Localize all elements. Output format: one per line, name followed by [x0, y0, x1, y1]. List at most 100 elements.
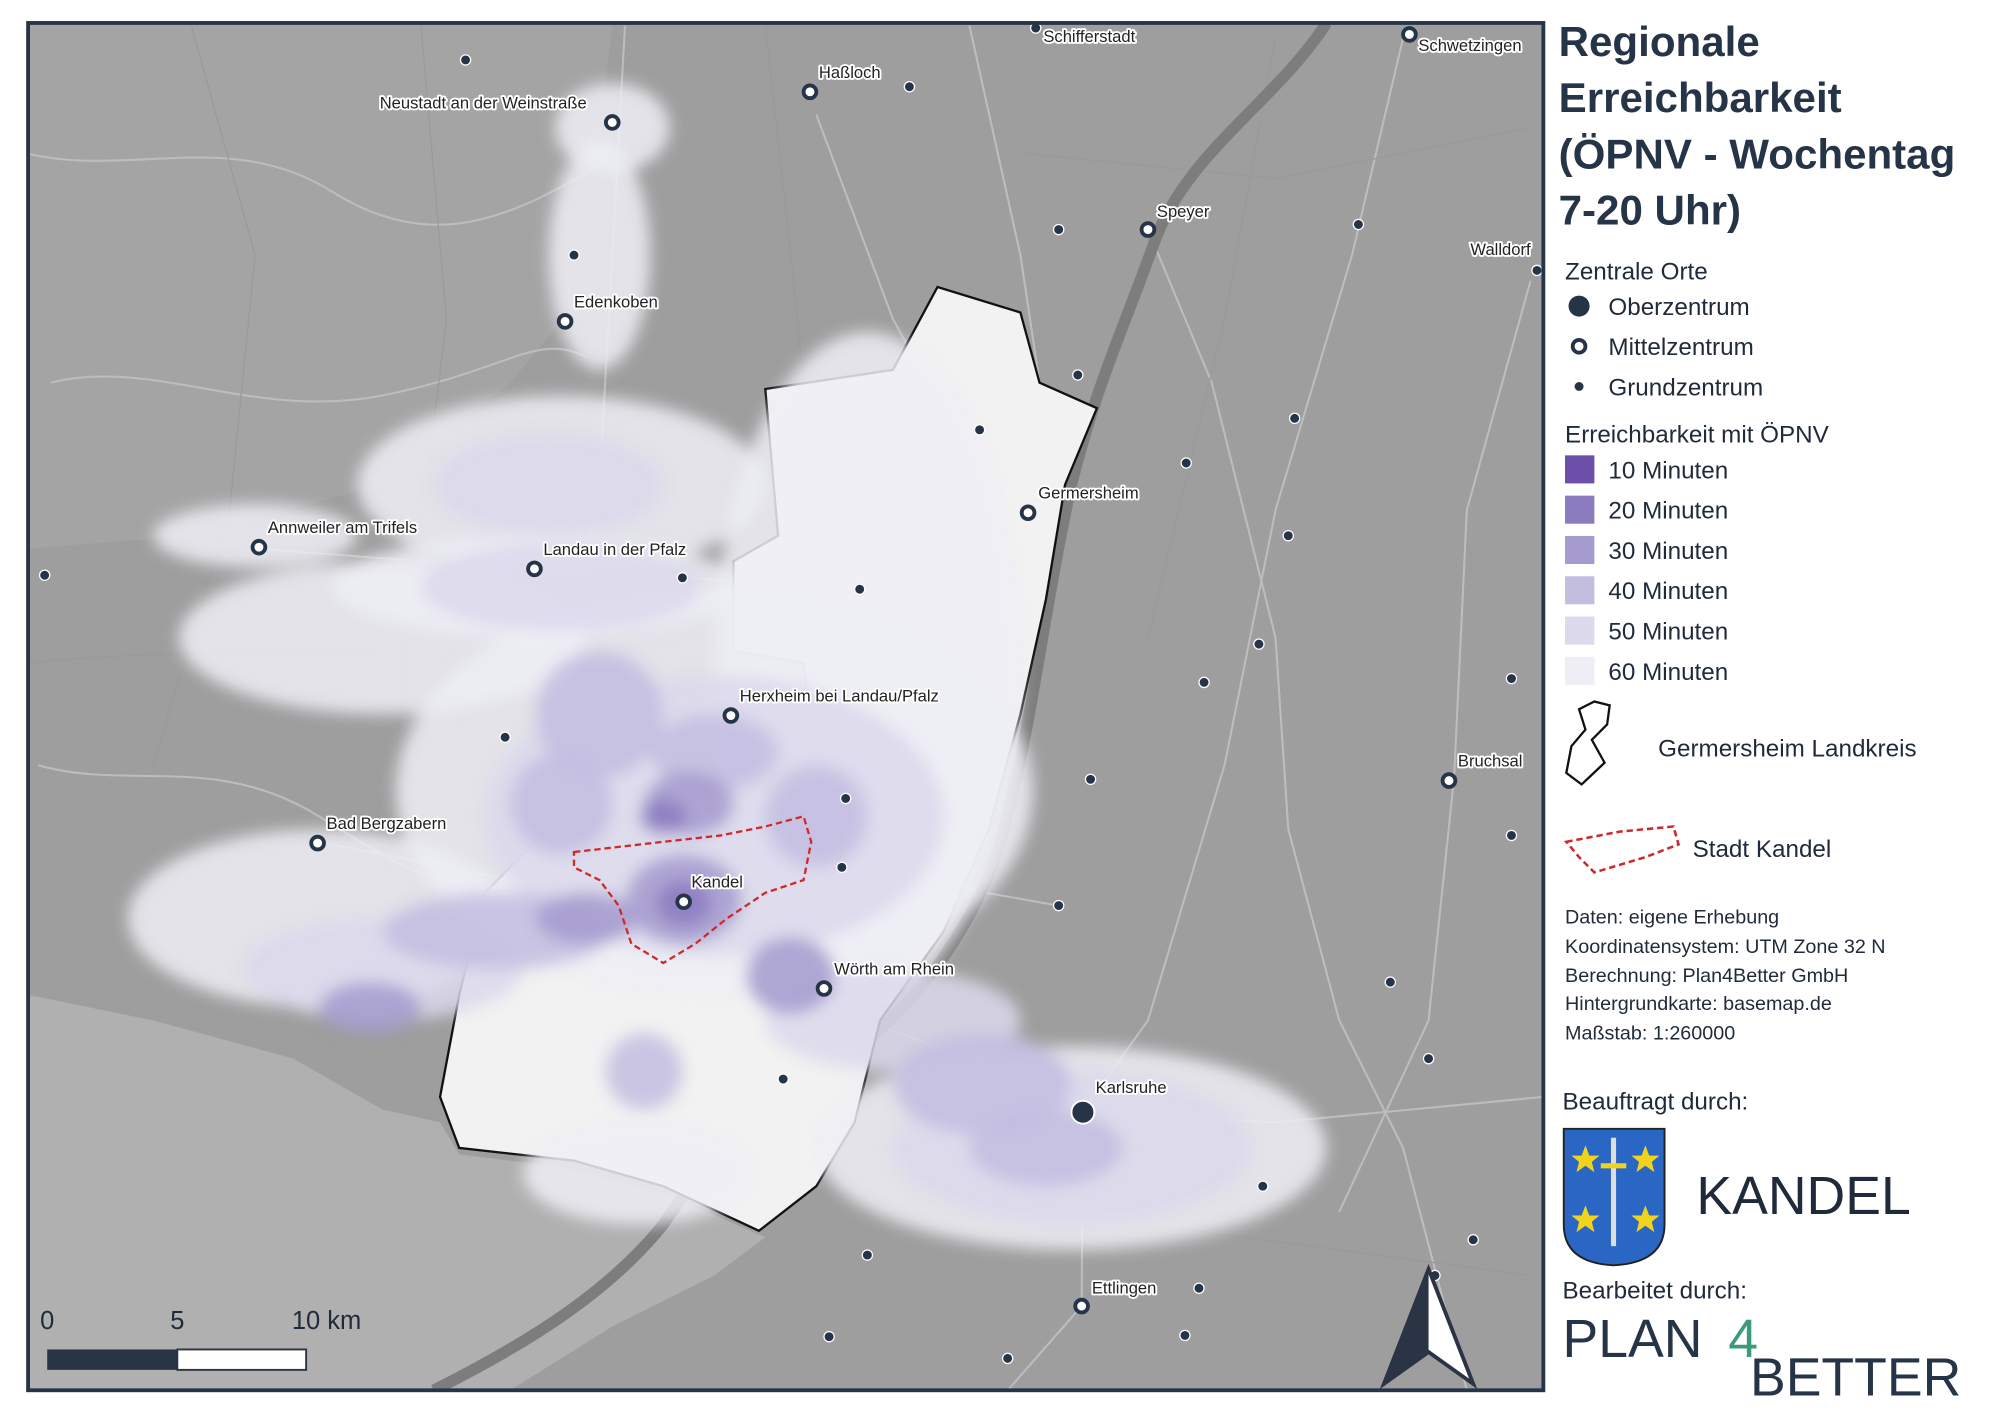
place-label: Annweiler am Trifels	[268, 518, 417, 537]
grundzentrum	[1179, 1329, 1191, 1342]
grundzentrum	[676, 572, 689, 584]
mittelzentrum	[1570, 338, 1588, 355]
place-label: Bad Bergzabern	[327, 814, 447, 833]
isochrone	[535, 892, 638, 944]
scale-bar-segment	[47, 1349, 178, 1370]
mittelzentrum	[722, 707, 740, 724]
mittelzentrum	[815, 980, 833, 997]
isochrone	[746, 937, 836, 1015]
grundzentrum	[1001, 1352, 1014, 1365]
mittelzentrum	[801, 83, 819, 101]
grundzentrum	[1052, 223, 1065, 236]
place-label: Edenkoben	[574, 292, 658, 311]
mittelzentrum	[675, 893, 692, 911]
grundzentrum	[568, 249, 580, 261]
grundzentrum	[499, 731, 511, 743]
credit: Hintergrundkarte: basemap.de	[1565, 993, 1832, 1015]
mittelzentrum	[309, 834, 326, 852]
edited-label: Bearbeitet durch:	[1562, 1277, 1746, 1304]
grundzentrum	[1072, 369, 1084, 381]
isochrone	[153, 503, 358, 568]
grundzentrum	[459, 54, 472, 66]
isochrone	[510, 752, 613, 855]
legend-label: 40 Minuten	[1608, 578, 1728, 605]
grundzentrum	[836, 861, 848, 874]
accessibility-isochrones	[127, 82, 1327, 1250]
scale-label: 0	[40, 1307, 54, 1335]
grundzentrum	[973, 424, 986, 436]
place-label: Bruchsal	[1458, 752, 1523, 771]
legend-heading: Zentrale Orte	[1565, 258, 1708, 285]
mittelzentrum	[1139, 221, 1157, 238]
grundzentrum	[1352, 218, 1365, 231]
grundzentrum	[1257, 1180, 1269, 1192]
mittelzentrum	[1401, 26, 1418, 43]
logo-better: BETTER	[1750, 1348, 1961, 1407]
legend-label: Stadt Kandel	[1693, 836, 1832, 863]
grundzentrum	[1052, 899, 1065, 912]
mittelzentrum	[526, 560, 543, 578]
isochrone	[522, 1122, 753, 1225]
isochrone	[420, 542, 702, 632]
title: Erreichbarkeit	[1559, 74, 1842, 121]
legend-label: Grundzentrum	[1608, 374, 1763, 401]
map-frame	[26, 21, 1546, 1393]
place-label: Karlsruhe	[1096, 1078, 1167, 1097]
grundzentrum	[38, 569, 51, 581]
legend-swatch	[1565, 616, 1595, 645]
isochrone	[650, 714, 779, 791]
grundzentrum	[1467, 1234, 1479, 1246]
scale-bar-segment	[176, 1348, 308, 1371]
legend-kandel-icon	[1563, 825, 1681, 874]
grundzentrum	[1505, 829, 1518, 842]
isochrone	[535, 650, 664, 779]
commissioned-label: Beauftragt durch:	[1562, 1089, 1748, 1116]
isochrone	[318, 982, 421, 1034]
title: (ÖPNV - Wochentag	[1559, 130, 1956, 177]
place-label: Herxheim bei Landau/Pfalz	[740, 687, 939, 706]
mittelzentrum	[1073, 1297, 1090, 1315]
grundzentrum	[1384, 976, 1397, 988]
north-arrow	[1383, 1269, 1429, 1384]
credit: Maßstab: 1:260000	[1565, 1023, 1735, 1045]
scale-label: 10 km	[292, 1307, 361, 1335]
place-label: Landau in der Pfalz	[543, 540, 686, 559]
credit: Daten: eigene Erhebung	[1565, 906, 1779, 928]
grundzentrum	[777, 1073, 789, 1085]
grundzentrum	[1029, 22, 1042, 34]
isochrone	[433, 433, 664, 536]
grundzentrum	[1288, 412, 1301, 425]
place-label: Ettlingen	[1092, 1278, 1157, 1297]
grundzentrum	[1084, 773, 1097, 786]
legend-heading: Erreichbarkeit mit ÖPNV	[1565, 422, 1830, 449]
place-label: Schifferstadt	[1043, 27, 1135, 46]
grundzentrum	[1253, 638, 1265, 650]
legend-label: Germersheim Landkreis	[1658, 735, 1916, 762]
isochrone	[969, 1109, 1123, 1187]
grundzentrum	[1573, 380, 1585, 393]
map: Schifferstadt Schwetzingen Haßloch Neustadt…	[28, 22, 1544, 1391]
isochrone	[640, 798, 687, 835]
kandel-boundary	[572, 814, 813, 965]
place-label: Germersheim	[1038, 484, 1138, 503]
legend-label: Mittelzentrum	[1608, 334, 1753, 361]
oberzentrum	[1566, 293, 1592, 319]
legend-swatch	[1565, 535, 1595, 565]
grundzentrum	[903, 80, 916, 93]
place-label: Kandel	[691, 873, 743, 892]
grundzentrum	[1282, 529, 1294, 542]
legend-label: 30 Minuten	[1608, 538, 1728, 565]
grundzentrum	[1505, 672, 1518, 685]
mittelzentrum	[250, 538, 268, 556]
title: Regionale	[1559, 18, 1760, 65]
place-label: Neustadt an der Weinstraße	[380, 93, 587, 112]
legend-swatch	[1565, 656, 1595, 685]
mittelzentrum	[556, 313, 574, 330]
isochrone	[548, 140, 651, 370]
legend-label: 10 Minuten	[1608, 457, 1728, 484]
place-label: Schwetzingen	[1418, 36, 1521, 55]
isochrone	[605, 1033, 683, 1110]
grundzentrum	[823, 1330, 835, 1343]
place-label: Wörth am Rhein	[834, 959, 954, 978]
mittelzentrum	[603, 114, 621, 131]
